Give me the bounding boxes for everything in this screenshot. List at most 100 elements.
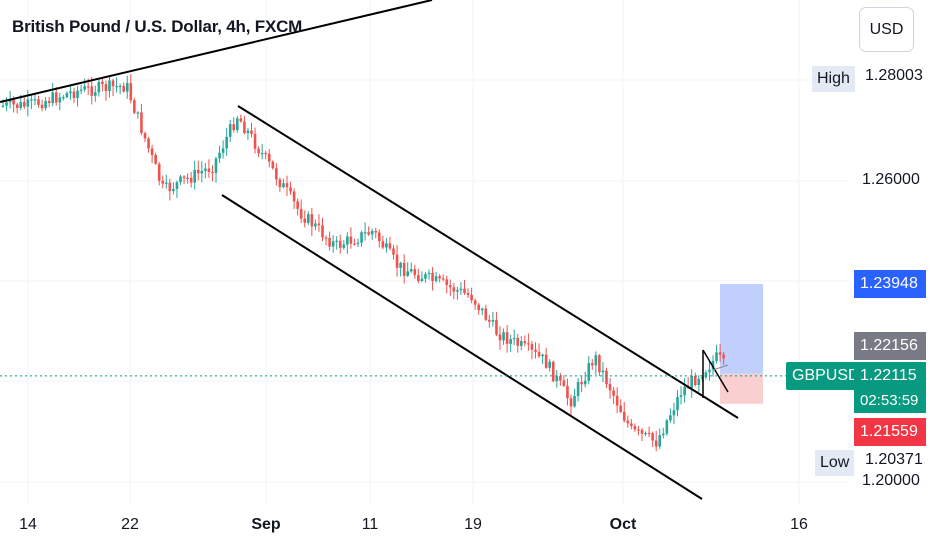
candle-body: [175, 182, 179, 189]
candle-body: [211, 171, 214, 174]
candle-body: [94, 92, 97, 96]
candle-body: [452, 287, 456, 292]
candle-body: [495, 320, 498, 335]
month-label: Sep: [251, 516, 281, 533]
candle-body: [363, 232, 367, 234]
candle-body: [601, 370, 605, 373]
currency-button[interactable]: USD: [859, 7, 914, 52]
candle-body: [12, 99, 15, 105]
candle-body: [79, 89, 83, 91]
candle-body: [697, 378, 701, 386]
candle-body: [409, 269, 413, 272]
candle-body: [182, 176, 186, 178]
candlestick-series: [1, 74, 725, 452]
candle-body: [30, 99, 33, 101]
flag-line: [702, 349, 729, 393]
candle-body: [573, 395, 576, 407]
candle-body: [62, 97, 65, 99]
candle-body: [140, 112, 143, 134]
candle-body: [150, 148, 154, 155]
candle-body: [23, 102, 26, 107]
candle-body: [463, 288, 466, 293]
candle-body: [569, 398, 573, 407]
candle-body: [253, 133, 257, 149]
candle-body: [679, 395, 683, 397]
candle-body: [392, 248, 395, 255]
price-tick: 1.20000: [862, 472, 920, 489]
candle-body: [218, 152, 221, 159]
candle-body: [214, 158, 218, 173]
chart-title: British Pound / U.S. Dollar, 4h, FXCM: [12, 17, 303, 36]
candle-body: [179, 176, 182, 183]
candle-body: [172, 188, 175, 192]
candle-body: [335, 240, 338, 242]
candle-body: [651, 433, 654, 441]
candle-body: [19, 102, 23, 108]
candle-body: [370, 230, 374, 235]
candle-body: [54, 92, 58, 103]
high-label: High: [812, 66, 855, 92]
candle-body: [622, 411, 626, 421]
candle-body: [33, 99, 37, 101]
candle-body: [484, 308, 488, 320]
candle-body: [314, 223, 317, 227]
candle-body: [186, 177, 189, 179]
candle-body: [122, 85, 125, 92]
candle-body: [83, 86, 86, 90]
candle-body: [559, 376, 562, 381]
candle-body: [97, 81, 101, 93]
candle-body: [331, 241, 335, 247]
candle-body: [434, 276, 438, 281]
candle-body: [289, 187, 292, 192]
candle-body: [690, 375, 693, 388]
candle-body: [321, 225, 324, 238]
date-label: 11: [361, 516, 379, 533]
candle-body: [662, 433, 665, 436]
candle-body: [509, 339, 512, 344]
candle-body: [260, 152, 264, 155]
candle-body: [47, 100, 51, 104]
candle-body: [196, 169, 200, 174]
date-label: 14: [19, 516, 37, 533]
channel-lower-line: [221, 194, 703, 500]
candle-body: [669, 415, 672, 421]
candle-body: [477, 304, 480, 311]
candle-body: [630, 423, 633, 427]
candle-body: [204, 168, 207, 171]
candle-body: [722, 354, 725, 359]
candle-body: [473, 300, 477, 305]
candle-body: [136, 112, 140, 114]
candle-body: [108, 80, 111, 92]
candle-body: [591, 363, 594, 366]
candle-body: [37, 99, 40, 105]
date-label: 16: [790, 516, 808, 533]
candle-body: [530, 344, 534, 350]
candle-body: [512, 337, 516, 340]
candle-body: [303, 218, 307, 223]
candle-body: [640, 429, 644, 434]
candle-body: [683, 386, 686, 396]
candle-body: [232, 124, 236, 131]
candle-body: [76, 90, 79, 99]
candle-body: [143, 133, 147, 139]
date-label: 19: [464, 516, 482, 533]
candle-body: [296, 201, 299, 209]
candle-body: [388, 243, 392, 249]
candle-body: [587, 363, 591, 381]
candle-body: [420, 278, 424, 282]
candle-body: [399, 262, 402, 268]
price-tick: 1.26000: [862, 171, 920, 188]
candle-body: [378, 232, 381, 242]
candle-body: [612, 390, 615, 396]
candle-body: [342, 244, 346, 248]
candle-body: [491, 320, 495, 322]
candle-body: [236, 118, 239, 131]
candle-body: [65, 93, 69, 98]
candle-body: [278, 179, 282, 188]
candle-body: [424, 274, 427, 279]
candle-body: [271, 161, 275, 169]
candle-body: [615, 395, 619, 406]
candle-body: [40, 104, 44, 109]
candle-body: [459, 288, 463, 291]
